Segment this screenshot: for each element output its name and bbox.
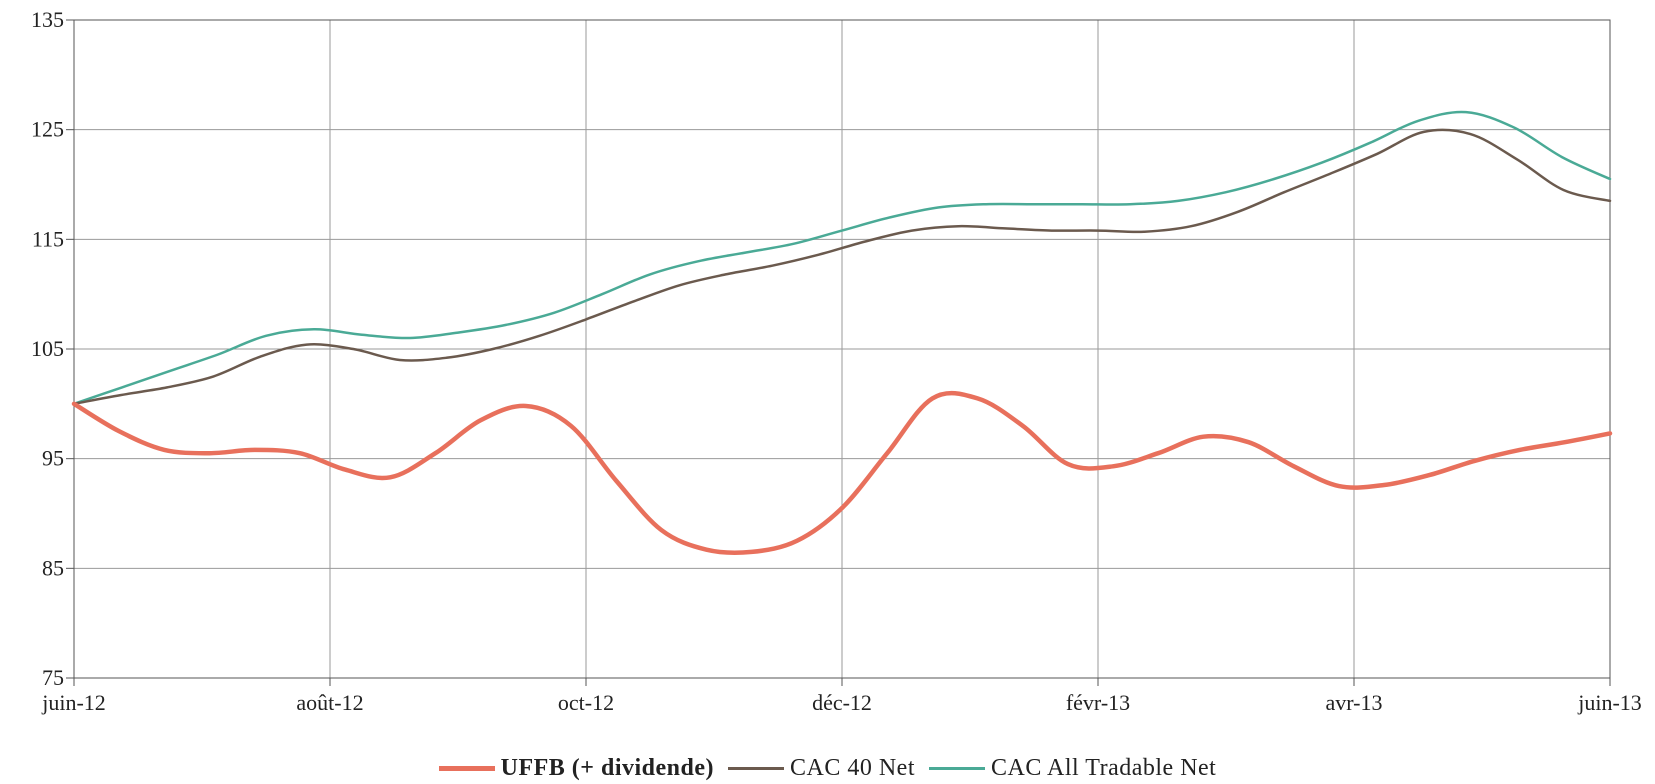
xtick-label: avr-13 <box>1326 690 1383 715</box>
legend-swatch-2 <box>929 766 985 770</box>
ytick-label: 135 <box>31 7 64 32</box>
ytick-label: 95 <box>42 446 64 471</box>
legend-label-1: CAC 40 Net <box>790 754 915 781</box>
xtick-label: oct-12 <box>558 690 614 715</box>
xtick-label: déc-12 <box>812 690 872 715</box>
series-line-0 <box>71 390 1613 556</box>
line-chart: 135 125 115 105 95 85 75 juin-12 août-12 oct-12 d… <box>31 7 1642 715</box>
legend-label-0: UFFB (+ dividende) <box>500 754 714 781</box>
ytick-label: 105 <box>31 336 64 361</box>
legend-label-2: CAC All Tradable Net <box>991 754 1217 781</box>
legend-swatch-0 <box>438 765 495 771</box>
legend-item-1: CAC 40 Net <box>728 755 915 782</box>
legend-swatch-1 <box>728 766 784 770</box>
xtick-label: juin-13 <box>1577 690 1642 715</box>
xtick-label: juin-12 <box>41 690 106 715</box>
legend: UFFB (+ dividende) CAC 40 Net CAC All Tr… <box>0 752 1655 784</box>
series-line-2 <box>72 110 1612 406</box>
legend-item-0: UFFB (+ dividende) <box>438 754 714 782</box>
ytick-label: 125 <box>31 117 64 142</box>
series-line-1 <box>72 128 1612 406</box>
xtick-label: août-12 <box>296 690 363 715</box>
ytick-label: 75 <box>42 665 64 690</box>
ytick-label: 115 <box>32 226 64 251</box>
legend-item-2: CAC All Tradable Net <box>929 755 1216 782</box>
gridlines <box>73 19 1611 679</box>
ytick-label: 85 <box>42 555 64 580</box>
xtick-label: févr-13 <box>1066 690 1130 715</box>
x-axis: juin-12 août-12 oct-12 déc-12 févr-13 avr-13 j… <box>41 678 1642 715</box>
y-axis: 135 125 115 105 95 85 75 <box>31 7 74 690</box>
series-lines <box>71 110 1613 556</box>
